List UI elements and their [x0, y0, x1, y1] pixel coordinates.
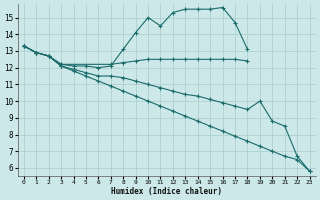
X-axis label: Humidex (Indice chaleur): Humidex (Indice chaleur): [111, 187, 222, 196]
